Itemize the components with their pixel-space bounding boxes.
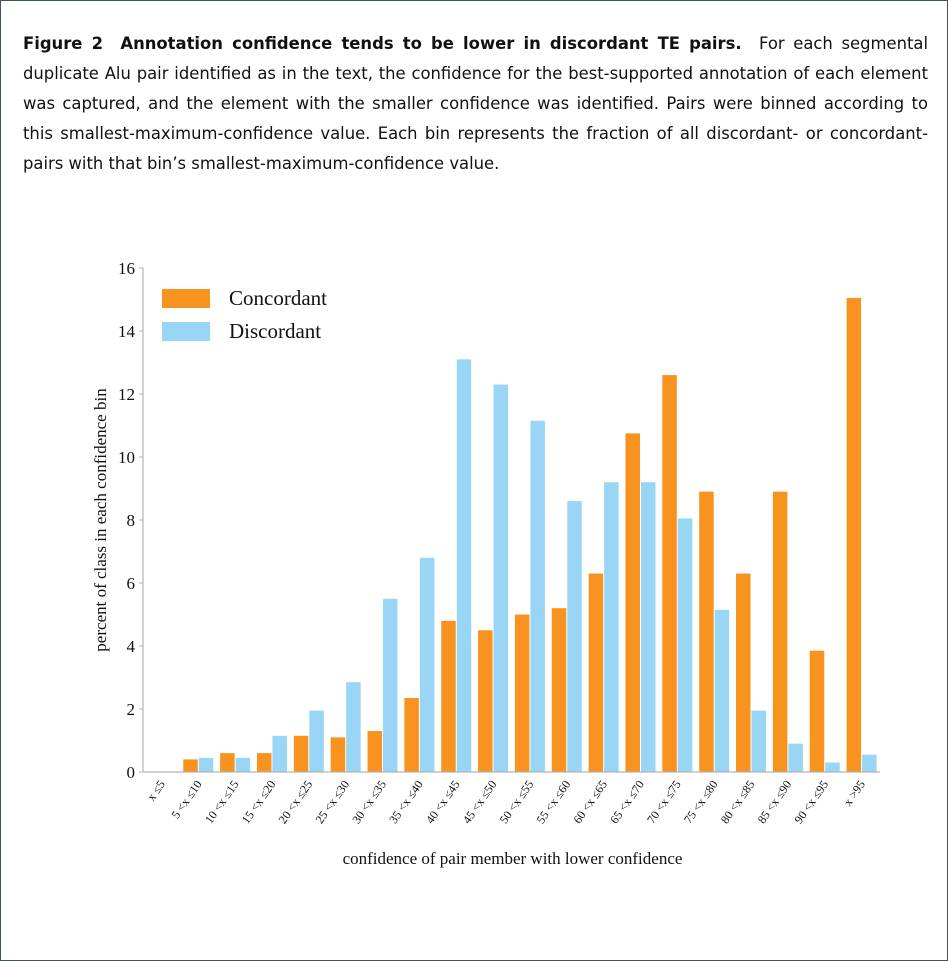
bar-concordant-12 [588,573,604,772]
x-tick-label: 5 <x ≤10 [168,778,204,822]
bar-concordant-17 [772,491,788,772]
bar-concordant-10 [514,614,530,772]
bar-concordant-16 [736,573,751,772]
x-tick-label: 15 <x ≤20 [239,778,279,826]
bar-discordant-5 [346,682,361,772]
bar-discordant-17 [788,743,803,772]
bar-discordant-1 [198,757,214,772]
x-tick-label: x ≤5 [144,778,168,804]
x-tick-label: 60 <x ≤65 [570,778,610,826]
y-tick-label: 0 [127,763,136,782]
x-tick-label: 10 <x ≤15 [202,778,242,826]
x-tick-label: 40 <x ≤45 [423,778,463,826]
bar-discordant-8 [456,359,472,772]
bar-discordant-4 [309,710,324,772]
bar-discordant-7 [419,557,435,772]
y-tick-label: 6 [127,574,136,593]
chart-legend: Concordant Discordant [162,286,327,343]
bar-discordant-10 [530,420,545,772]
bar-discordant-9 [493,384,509,772]
bar-discordant-6 [383,598,398,772]
x-tick-label: 75 <x ≤80 [681,778,721,826]
y-tick-label: 12 [118,385,135,404]
x-tick-label: 45 <x ≤50 [460,778,500,826]
bar-concordant-5 [330,737,346,772]
figure-title: Annotation confidence tends to be lower … [120,34,742,53]
y-tick-label: 16 [118,259,135,278]
chart-bars [183,297,877,772]
bar-concordant-13 [625,433,640,772]
y-tick-label: 4 [127,637,136,656]
x-tick-label: 55 <x ≤60 [533,778,573,826]
bar-concordant-4 [293,735,309,772]
y-tick-label: 8 [127,511,136,530]
y-tick-label: 10 [118,448,135,467]
bar-discordant-14 [677,518,693,772]
legend-label-concordant: Concordant [229,286,327,310]
bar-concordant-2 [220,753,235,772]
x-tick-label: 50 <x ≤55 [497,778,537,826]
figure-caption: Figure 2 Annotation confidence tends to … [23,29,928,179]
bar-concordant-3 [256,753,272,772]
figure-label: Figure 2 [23,34,104,53]
figure-caption-body: For each segmental duplicate Alu pair id… [23,34,929,173]
bar-discordant-3 [272,735,287,772]
bar-concordant-6 [367,731,383,772]
legend-label-discordant: Discordant [229,319,321,343]
bar-concordant-18 [809,650,825,772]
x-tick-label: 85 <x ≤90 [755,778,795,826]
y-axis-label: percent of class in each confidence bin [91,388,110,652]
bar-concordant-7 [404,697,419,772]
bar-discordant-16 [751,710,767,772]
x-tick-label: 25 <x ≤30 [312,778,352,826]
x-tick-label: 30 <x ≤35 [349,778,389,826]
x-tick-label: 90 <x ≤95 [791,778,831,826]
bar-concordant-1 [183,759,198,772]
y-tick-label: 14 [118,322,136,341]
y-axis-ticks: 0 2 4 6 8 10 12 14 16 [118,259,143,782]
bar-discordant-13 [640,482,656,772]
bar-concordant-14 [662,375,677,772]
y-tick-label: 2 [127,700,136,719]
bar-concordant-19 [846,297,862,772]
x-tick-label: x >95 [841,778,868,809]
legend-swatch-discordant [162,322,210,341]
x-tick-label: 35 <x ≤40 [386,778,426,826]
x-tick-label: 65 <x ≤70 [607,778,647,826]
bar-concordant-15 [699,491,714,772]
bar-discordant-15 [714,609,730,772]
bar-discordant-11 [567,501,582,772]
x-tick-label: 80 <x ≤85 [718,778,758,826]
bar-discordant-2 [235,757,251,772]
bar-discordant-12 [604,482,619,772]
x-tick-label: 70 <x ≤75 [644,778,684,826]
bar-concordant-9 [478,630,493,772]
legend-swatch-concordant [162,289,210,308]
bar-concordant-11 [551,608,567,772]
bar-discordant-19 [862,754,877,772]
x-tick-label: 20 <x ≤25 [276,778,316,826]
bar-concordant-8 [441,620,456,772]
bar-discordant-18 [825,762,840,772]
x-axis-label: confidence of pair member with lower con… [343,849,683,868]
